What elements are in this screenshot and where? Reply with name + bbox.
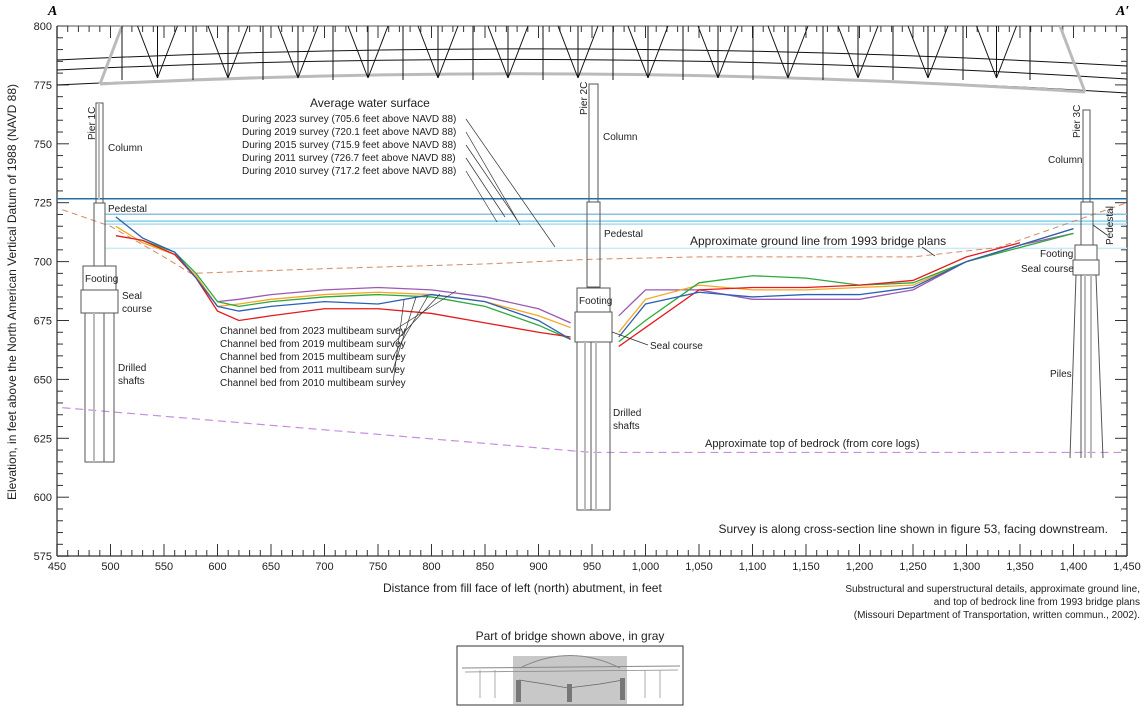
x-tick-label: 1,000 [632, 561, 660, 573]
channel-bed-line [618, 227, 1074, 338]
x-tick-label: 900 [529, 561, 547, 573]
column-label-3: Column [1048, 155, 1082, 166]
x-tick-label: 650 [262, 561, 280, 573]
pedestal-label-1: Pedestal [108, 204, 147, 215]
channel-bed-lines [115, 216, 1074, 347]
pier-1c-label: Pier 1C [87, 107, 98, 140]
x-tick-label: 1,200 [846, 561, 874, 573]
water-legend-item: During 2023 survey (705.6 feet above NAV… [242, 114, 456, 125]
x-tick-label: 700 [315, 561, 333, 573]
pedestal-label-2: Pedestal [604, 229, 643, 240]
drilled-label-1: Drilled [118, 363, 146, 374]
water-surface-heading: Average water surface [310, 96, 430, 110]
ground-line-label: Approximate ground line from 1993 bridge… [690, 234, 946, 248]
y-axis-title: Elevation, in feet above the North Ameri… [5, 84, 19, 500]
column-label-1: Column [108, 143, 142, 154]
drilled-label-2: Drilled [613, 408, 641, 419]
y-tick-label: 700 [34, 257, 52, 269]
source-note-line3: (Missouri Department of Transportation, … [854, 610, 1140, 621]
shafts-label-1: shafts [118, 376, 145, 387]
water-legend-item: During 2011 survey (726.7 feet above NAV… [242, 153, 456, 164]
channel-bed-legend-item: Channel bed from 2023 multibeam survey [220, 326, 406, 337]
y-tick-label: 650 [34, 374, 52, 386]
x-tick-label: 1,300 [953, 561, 981, 573]
y-tick-label: 600 [34, 492, 52, 504]
bedrock-label: Approximate top of bedrock (from core lo… [705, 438, 920, 450]
channel-bed-line [217, 286, 571, 324]
y-tick-label: 750 [34, 139, 52, 151]
y-tick-label: 800 [34, 21, 52, 33]
channel-bed-line [618, 232, 1074, 343]
x-axis: 450 500 550 600 650 700 750 800 850 900 950 1,000 1,… [48, 26, 1141, 573]
inset-title: Part of bridge shown above, in gray [476, 629, 665, 643]
x-tick-label: 750 [369, 561, 387, 573]
section-label-left: A [47, 4, 57, 19]
inset-bridge-locator [456, 645, 684, 706]
y-tick-label: 625 [34, 433, 52, 445]
x-tick-label: 1,150 [792, 561, 820, 573]
seal-label-1: Seal [122, 291, 142, 302]
section-label-right: A′ [1115, 4, 1129, 19]
water-legend-item: During 2019 survey (720.1 feet above NAV… [242, 127, 456, 138]
y-axis: 575 600 625 650 675 700 725 750 775 800 [34, 21, 1127, 563]
x-tick-label: 950 [583, 561, 601, 573]
x-tick-label: 1,450 [1113, 561, 1141, 573]
y-tick-label: 575 [34, 551, 52, 563]
channel-bed-legend-item: Channel bed from 2015 multibeam survey [220, 352, 406, 363]
survey-note: Survey is along cross-section line shown… [718, 522, 1108, 536]
pier-3c [1069, 109, 1104, 459]
y-tick-label: 775 [34, 80, 52, 92]
channel-bed-line [115, 235, 571, 338]
bedrock-line [62, 407, 1127, 454]
x-tick-label: 800 [422, 561, 440, 573]
channel-bed-line [115, 216, 571, 340]
y-tick-label: 675 [34, 316, 52, 328]
x-tick-label: 550 [155, 561, 173, 573]
channel-bed-legend: Channel bed from 2023 multibeam survey Ch… [220, 290, 457, 389]
x-tick-label: 1,050 [685, 561, 713, 573]
source-note-line1: Substructural and superstructural detail… [845, 584, 1140, 595]
pier-3c-label: Pier 3C [1072, 105, 1083, 138]
x-axis-title: Distance from fill face of left (north) … [383, 581, 662, 595]
y-tick-label: 725 [34, 198, 52, 210]
channel-bed-legend-item: Channel bed from 2019 multibeam survey [220, 339, 406, 350]
seal-course-label-2: Seal course [650, 341, 703, 352]
x-tick-label: 450 [48, 561, 66, 573]
x-tick-label: 600 [208, 561, 226, 573]
pier-1c [80, 102, 119, 463]
x-tick-label: 1,100 [739, 561, 767, 573]
water-legend-item: During 2010 survey (717.2 feet above NAV… [242, 166, 456, 177]
pier-2c [574, 83, 613, 511]
shafts-label-2: shafts [613, 421, 640, 432]
x-tick-label: 500 [101, 561, 119, 573]
water-surface-lines [57, 197, 1127, 250]
pier-2c-label: Pier 2C [579, 82, 590, 115]
channel-bed-line [142, 239, 571, 340]
channel-bed-line [618, 242, 1021, 347]
pedestal-label-3: Pedestal [1105, 206, 1116, 245]
column-label-2: Column [603, 132, 637, 143]
piles-label: Piles [1050, 369, 1072, 380]
water-legend-item: During 2015 survey (715.9 feet above NAV… [242, 140, 456, 151]
footing-label-2: Footing [579, 296, 612, 307]
x-tick-label: 850 [476, 561, 494, 573]
x-tick-label: 1,350 [1006, 561, 1034, 573]
course-label-1: course [122, 304, 152, 315]
seal-course-label-3: Seal course [1021, 264, 1074, 275]
x-tick-label: 1,400 [1060, 561, 1088, 573]
footing-label-1: Footing [85, 274, 118, 285]
source-note-line2: and top of bedrock line from 1993 bridge… [934, 597, 1140, 608]
channel-bed-legend-item: Channel bed from 2011 multibeam survey [220, 365, 405, 376]
footing-label-3: Footing [1040, 249, 1073, 260]
x-tick-label: 1,250 [899, 561, 927, 573]
bridge-truss [56, 25, 1128, 94]
water-surface-legend: During 2023 survey (705.6 feet above NAV… [242, 114, 556, 248]
ground-line-1993 [62, 202, 1128, 274]
channel-bed-legend-item: Channel bed from 2010 multibeam survey [220, 378, 406, 389]
